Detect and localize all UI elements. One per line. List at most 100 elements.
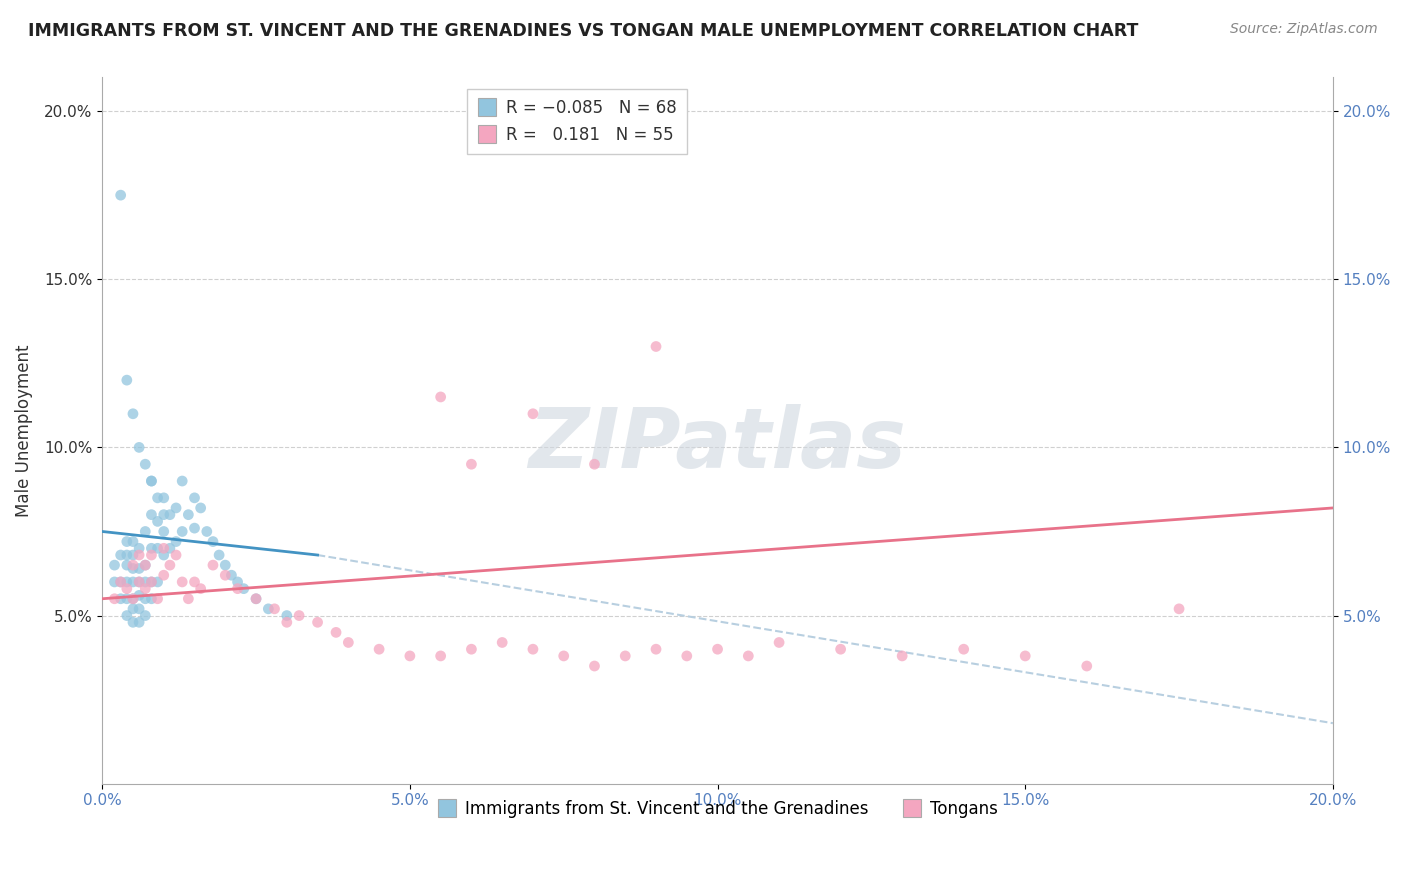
Point <box>1076 659 1098 673</box>
Point <box>891 648 914 663</box>
Point <box>134 574 156 589</box>
Point <box>226 582 249 596</box>
Point <box>190 582 212 596</box>
Point <box>115 558 138 573</box>
Point <box>134 457 156 471</box>
Point <box>221 568 243 582</box>
Point <box>257 602 280 616</box>
Point <box>134 558 156 573</box>
Point <box>128 541 150 556</box>
Point <box>122 615 145 630</box>
Point <box>429 390 451 404</box>
Point <box>141 574 163 589</box>
Point <box>368 642 391 657</box>
Point <box>146 541 169 556</box>
Point <box>141 591 163 606</box>
Point <box>183 521 205 535</box>
Point <box>115 373 138 387</box>
Point <box>276 615 298 630</box>
Point <box>645 339 668 353</box>
Point <box>583 659 606 673</box>
Point <box>128 615 150 630</box>
Point <box>128 561 150 575</box>
Point <box>110 574 132 589</box>
Point <box>115 582 138 596</box>
Text: IMMIGRANTS FROM ST. VINCENT AND THE GRENADINES VS TONGAN MALE UNEMPLOYMENT CORRE: IMMIGRANTS FROM ST. VINCENT AND THE GREN… <box>28 22 1139 40</box>
Point <box>645 642 668 657</box>
Point <box>110 188 132 202</box>
Point <box>614 648 637 663</box>
Point <box>399 648 422 663</box>
Point <box>103 558 125 573</box>
Point <box>122 548 145 562</box>
Point <box>128 602 150 616</box>
Point <box>115 548 138 562</box>
Point <box>172 524 194 539</box>
Point <box>152 524 174 539</box>
Point <box>172 574 194 589</box>
Point <box>325 625 347 640</box>
Point <box>263 602 285 616</box>
Point <box>159 541 181 556</box>
Point <box>491 635 513 649</box>
Point <box>460 642 482 657</box>
Point <box>201 534 224 549</box>
Point <box>208 548 231 562</box>
Point <box>152 541 174 556</box>
Point <box>110 574 132 589</box>
Point <box>110 548 132 562</box>
Point <box>134 558 156 573</box>
Point <box>103 591 125 606</box>
Point <box>122 407 145 421</box>
Point <box>128 588 150 602</box>
Point <box>115 534 138 549</box>
Point <box>134 608 156 623</box>
Point <box>245 591 267 606</box>
Point <box>232 582 254 596</box>
Point <box>201 558 224 573</box>
Point <box>128 574 150 589</box>
Point <box>141 474 163 488</box>
Point <box>165 500 187 515</box>
Point <box>115 574 138 589</box>
Point <box>122 591 145 606</box>
Point <box>276 608 298 623</box>
Point <box>522 407 544 421</box>
Point <box>214 568 236 582</box>
Point <box>737 648 759 663</box>
Point <box>122 574 145 589</box>
Point <box>337 635 360 649</box>
Point <box>103 574 125 589</box>
Point <box>522 642 544 657</box>
Point <box>190 500 212 515</box>
Point <box>122 591 145 606</box>
Point <box>128 548 150 562</box>
Point <box>134 582 156 596</box>
Point <box>122 558 145 573</box>
Point <box>214 558 236 573</box>
Point <box>706 642 728 657</box>
Point <box>134 524 156 539</box>
Point <box>152 508 174 522</box>
Point <box>245 591 267 606</box>
Legend: Immigrants from St. Vincent and the Grenadines, Tongans: Immigrants from St. Vincent and the Gren… <box>430 794 1005 825</box>
Point <box>288 608 311 623</box>
Text: ZIPatlas: ZIPatlas <box>529 404 907 485</box>
Point <box>830 642 852 657</box>
Point <box>110 591 132 606</box>
Point <box>146 574 169 589</box>
Point <box>165 534 187 549</box>
Point <box>128 441 150 455</box>
Text: Source: ZipAtlas.com: Source: ZipAtlas.com <box>1230 22 1378 37</box>
Point <box>141 474 163 488</box>
Point <box>152 491 174 505</box>
Point <box>159 558 181 573</box>
Point <box>172 474 194 488</box>
Point <box>1168 602 1191 616</box>
Point <box>429 648 451 663</box>
Point <box>146 515 169 529</box>
Y-axis label: Male Unemployment: Male Unemployment <box>15 344 32 516</box>
Point <box>177 591 200 606</box>
Point <box>583 457 606 471</box>
Point <box>141 548 163 562</box>
